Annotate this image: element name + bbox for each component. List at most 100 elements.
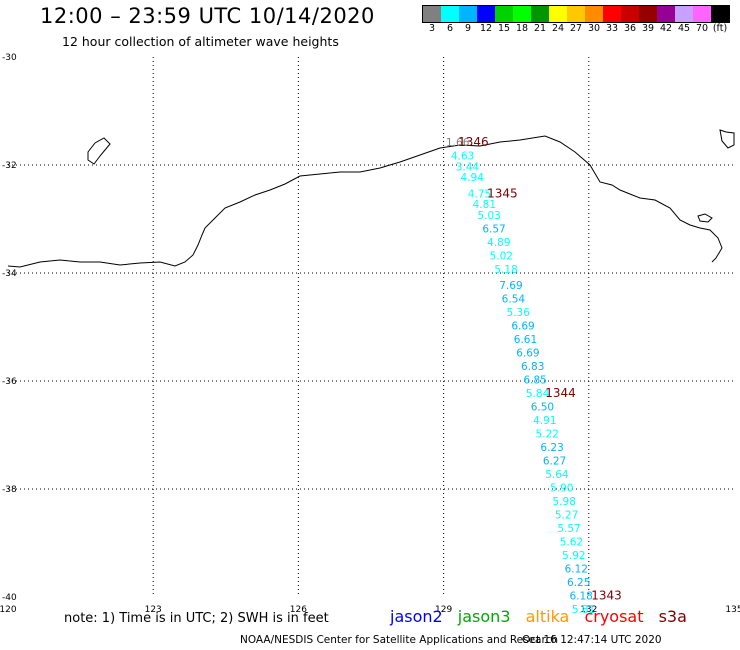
pass-time: 1343 xyxy=(591,589,622,603)
lat-tick-label: -34 xyxy=(2,269,17,279)
map-grid: 120 123 126 129 132 135 -30 -32 -34 -36 -38 -40 xyxy=(0,53,740,615)
lat-tick-label: -40 xyxy=(2,593,17,603)
swh-value: 6.57 xyxy=(482,224,505,236)
kangaroo-island xyxy=(697,213,713,223)
swh-observations: 1.66 4.633.444.94 4.754.815.03 6.574.89 5.02… xyxy=(446,137,595,616)
legend-swatch xyxy=(441,6,459,22)
swh-value: 6.85 xyxy=(523,375,546,387)
legend-swatch xyxy=(585,6,603,22)
footer-note: note: 1) Time is in UTC; 2) SWH is in fe… xyxy=(64,611,329,626)
legend-label: 36 xyxy=(623,23,637,34)
lat-tick-label: -30 xyxy=(2,53,17,63)
legend-swatch xyxy=(693,6,711,22)
swh-value: 5.92 xyxy=(562,550,585,562)
swh-value: 6.61 xyxy=(514,334,537,346)
legend-swatch xyxy=(495,6,513,22)
swh-value: 6.27 xyxy=(543,456,566,468)
lon-tick-label: 135 xyxy=(725,605,740,615)
chart-subtitle: 12 hour collection of altimeter wave hei… xyxy=(62,34,339,49)
legend-swatch xyxy=(459,6,477,22)
legend-swatch xyxy=(621,6,639,22)
swh-value: 5.81 xyxy=(572,604,595,616)
swh-value: 5.03 xyxy=(477,210,500,222)
chart-title: 12:00 – 23:59 UTC 10/14/2020 xyxy=(40,4,375,28)
legend-label: 18 xyxy=(515,23,529,34)
legend-label: 45 xyxy=(677,23,691,34)
swh-value: 5.90 xyxy=(550,483,573,495)
legend-label: 39 xyxy=(641,23,655,34)
pass-time: 1344 xyxy=(545,386,576,400)
swh-value: 5.64 xyxy=(545,469,569,481)
legend-swatch xyxy=(603,6,621,22)
pass-time: 1346 xyxy=(458,135,489,149)
lat-tick-label: -38 xyxy=(2,485,17,495)
lon-tick-label: 132 xyxy=(580,605,597,615)
satellite-jason2: jason2 xyxy=(390,607,443,626)
coastline xyxy=(7,129,735,268)
color-scale-legend xyxy=(422,5,730,23)
satellite-cryosat: cryosat xyxy=(584,607,644,626)
legend-label: 24 xyxy=(551,23,565,34)
legend-swatch xyxy=(657,6,675,22)
swh-value: 4.89 xyxy=(487,237,510,249)
lon-tick-label: 123 xyxy=(145,605,162,615)
swh-value: 4.63 xyxy=(451,151,474,163)
credit-line: NOAA/NESDIS Center for Satellite Applica… xyxy=(240,634,558,646)
swh-value: 5.57 xyxy=(557,523,580,535)
swh-value: 6.12 xyxy=(565,564,588,576)
swh-value: 4.75 xyxy=(468,188,491,200)
pass-time: 1345 xyxy=(487,186,518,200)
northeast-coast-fragment xyxy=(719,129,735,149)
pass-time-labels: 1346 1345 1344 1343 xyxy=(458,135,622,603)
swh-value: 5.84 xyxy=(526,388,550,400)
lon-tick-label: 126 xyxy=(290,605,307,615)
swh-value: 6.69 xyxy=(511,321,534,333)
legend-swatch xyxy=(675,6,693,22)
satellite-s3a: s3a xyxy=(658,607,687,626)
legend-label: 3 xyxy=(428,23,436,34)
issued-timestamp: Oct 16 12:47:14 UTC 2020 xyxy=(522,634,662,646)
legend-label: 27 xyxy=(569,23,583,34)
legend-label: 33 xyxy=(605,23,619,34)
lon-tick-label: 129 xyxy=(435,605,452,615)
swh-value: 5.22 xyxy=(536,429,559,441)
swh-value: 6.83 xyxy=(521,361,544,373)
legend-label: 70 xyxy=(695,23,709,34)
legend-label: 21 xyxy=(533,23,547,34)
legend-label: 9 xyxy=(464,23,472,34)
swh-value: 5.02 xyxy=(490,251,513,263)
swh-value: 6.18 xyxy=(569,591,592,603)
swh-value: 7.69 xyxy=(499,280,522,292)
legend-swatch xyxy=(513,6,531,22)
recherche-islands xyxy=(87,137,111,165)
swh-value: 6.54 xyxy=(502,294,526,306)
legend-swatch xyxy=(639,6,657,22)
satellite-altika: altika xyxy=(525,607,570,626)
legend-label: 12 xyxy=(479,23,493,34)
swh-value: 4.81 xyxy=(473,199,496,211)
swh-value: 3.44 xyxy=(456,161,480,173)
legend-label: 15 xyxy=(497,23,511,34)
satellite-legend: jason2 jason3 altika cryosat s3a xyxy=(390,607,697,626)
swh-value: 1.66 xyxy=(446,137,470,149)
legend-label: 42 xyxy=(659,23,673,34)
swh-value: 6.23 xyxy=(540,442,563,454)
swh-value: 5.98 xyxy=(553,496,576,508)
legend-swatch xyxy=(567,6,585,22)
swh-value: 5.27 xyxy=(555,510,578,522)
swh-value: 6.50 xyxy=(531,402,554,414)
swh-value: 5.36 xyxy=(507,307,531,319)
swh-value: 5.18 xyxy=(494,264,517,276)
legend-swatch xyxy=(477,6,495,22)
swh-value: 4.91 xyxy=(533,415,556,427)
legend-label: (ft) xyxy=(712,23,728,34)
swh-value: 6.25 xyxy=(567,577,590,589)
swh-value: 5.62 xyxy=(560,537,583,549)
swh-value: 6.69 xyxy=(516,348,539,360)
swh-value: 4.94 xyxy=(461,172,485,184)
lon-tick-label: 120 xyxy=(0,605,17,615)
satellite-jason3: jason3 xyxy=(457,607,511,626)
legend-swatch xyxy=(711,6,729,22)
legend-swatch xyxy=(549,6,567,22)
